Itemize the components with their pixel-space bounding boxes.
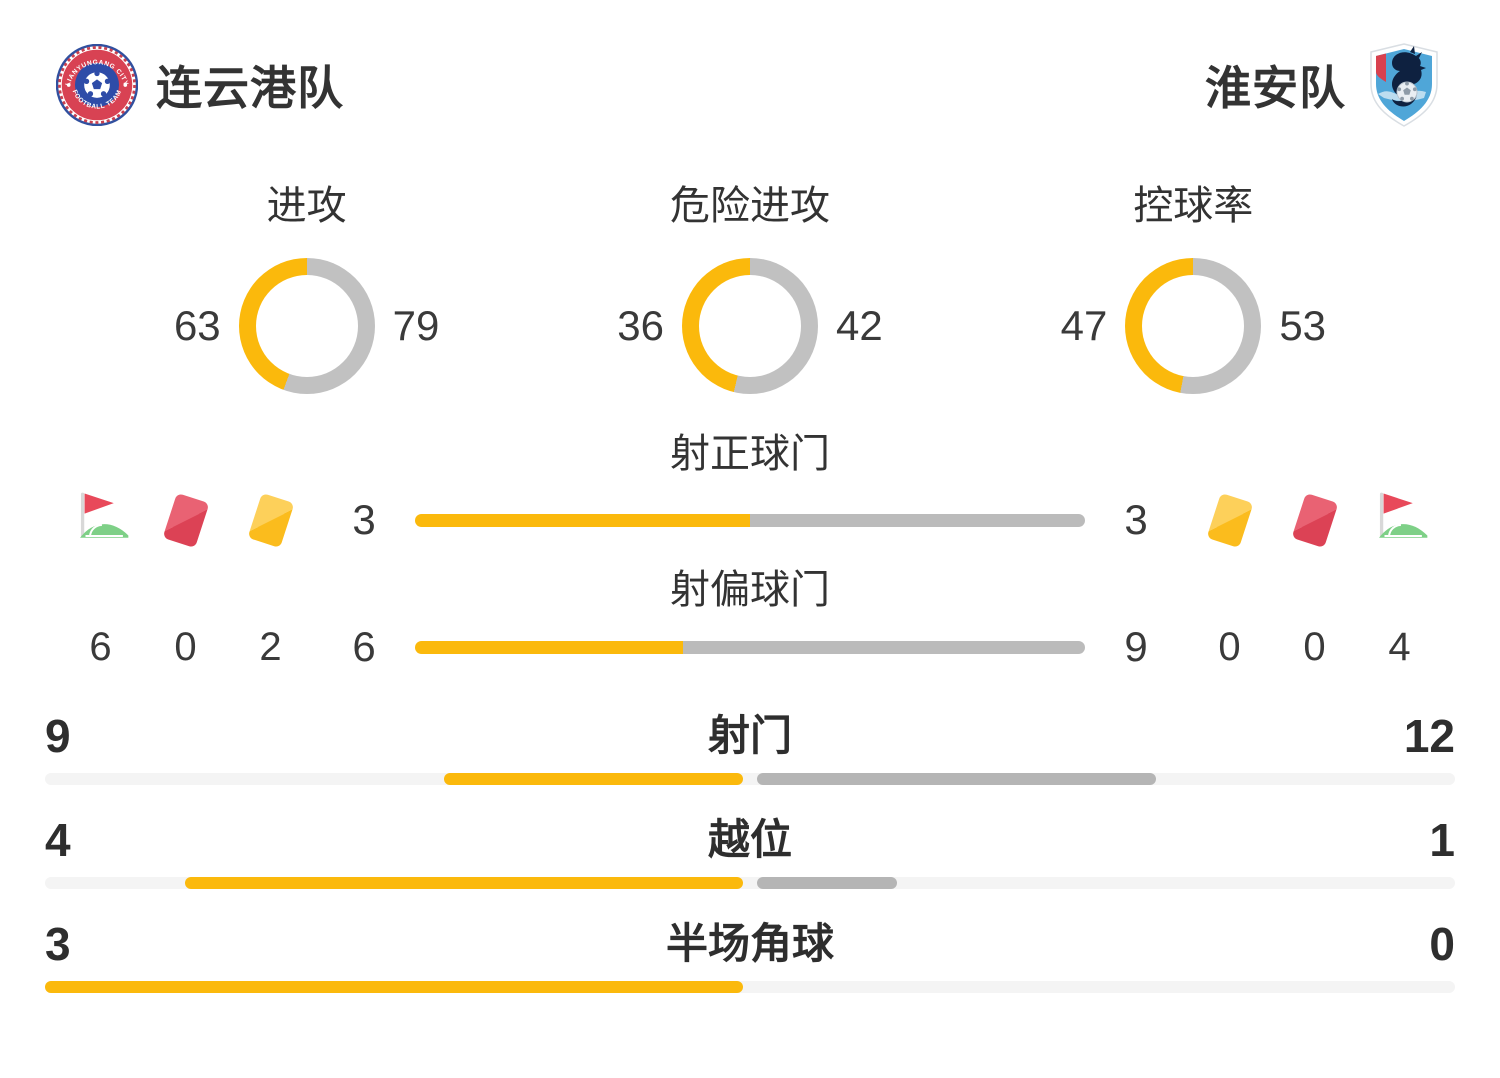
corner-flag-icon (79, 492, 128, 538)
shots-bar (45, 773, 1455, 785)
home-team-name: 连云港队 (156, 62, 344, 114)
donut-attack-ring (238, 258, 375, 394)
home-team-logo: LIANYUNGANG CITY FOOTBALL TEAM (56, 44, 138, 126)
offside-row: 4 越位 1 (45, 814, 1455, 889)
away-yellow-card-count: 0 (1218, 624, 1241, 669)
away-team-name: 淮安队 (1205, 62, 1346, 114)
away-team-logo (1370, 43, 1438, 127)
home-team: LIANYUNGANG CITY FOOTBALL TEAM 连云港队 (56, 44, 344, 126)
shots-on-target-row: 3 3 (0, 482, 1500, 558)
away-red-card-count: 0 (1303, 624, 1326, 669)
donut-possession-away-value: 53 (1279, 302, 1327, 349)
donut-possession-home-value: 47 (1060, 302, 1108, 349)
shots-away-value: 12 (1403, 710, 1455, 762)
donut-possession-title: 控球率 (1133, 184, 1254, 228)
shots-on-target-away-value: 3 (1124, 496, 1148, 543)
shots-row: 9 射门 12 (45, 710, 1455, 785)
home-red-card-count: 0 (174, 624, 197, 669)
full-bars-section: 9 射门 12 4 越位 1 3 半场角球 0 (0, 710, 1500, 993)
away-discipline-counts: 0 0 4 (1187, 618, 1500, 676)
shots-off-target-title: 射偏球门 (670, 568, 830, 612)
away-discipline-icons (1187, 482, 1500, 558)
yellow-card-icon (1206, 492, 1253, 548)
home-yellow-card-count: 2 (259, 624, 282, 669)
home-corner-count: 6 (89, 624, 112, 669)
shots-off-target-away-value: 9 (1124, 623, 1148, 670)
donut-dangerous-attack-away-value: 42 (835, 302, 883, 349)
home-discipline-counts: 6 0 2 (0, 618, 313, 676)
offside-away-value: 1 (1429, 814, 1455, 866)
donut-dangerous-attack-title: 危险进攻 (669, 184, 830, 228)
donut-dangerous-attack-ring (681, 258, 818, 394)
home-discipline-icons (0, 482, 313, 558)
away-corner-count: 4 (1388, 624, 1411, 669)
shots-off-target-bar (415, 640, 1085, 654)
donut-attack-away-value: 79 (392, 302, 440, 349)
yellow-card-icon (247, 492, 294, 548)
shots-off-target-row: 6 0 2 6 9 0 0 4 (0, 618, 1500, 676)
shots-title: 射门 (707, 711, 792, 759)
shots-off-target-home-value: 6 (352, 623, 376, 670)
donut-attack-title: 进攻 (266, 184, 347, 228)
half-corners-title: 半场角球 (665, 919, 834, 967)
offside-title: 越位 (707, 815, 792, 863)
donut-dangerous-attack: 危险进攻 36 42 (528, 182, 971, 394)
shots-on-target-home-value: 3 (352, 496, 376, 543)
shots-on-target-bar (415, 513, 1085, 527)
team-header: LIANYUNGANG CITY FOOTBALL TEAM 连云港队 淮安队 (0, 42, 1500, 128)
red-card-icon (162, 492, 209, 548)
offside-home-value: 4 (45, 814, 71, 866)
donut-possession: 控球率 47 53 (972, 182, 1415, 394)
shots-home-value: 9 (45, 710, 71, 762)
donut-attack: 进攻 63 79 (85, 182, 528, 394)
half-corners-home-value: 3 (45, 918, 71, 970)
red-card-icon (1291, 492, 1338, 548)
donut-attack-home-value: 63 (173, 302, 221, 349)
half-corners-row: 3 半场角球 0 (45, 918, 1455, 993)
offside-bar (45, 877, 1455, 889)
half-corners-bar (45, 981, 1455, 993)
shots-on-target-title: 射正球门 (670, 432, 830, 476)
donut-possession-ring (1125, 258, 1262, 394)
donut-charts-section: 进攻 63 79 危险进攻 36 42 控球率 47 53 (0, 182, 1500, 394)
center-bars-section: 射正球门 3 3 (0, 430, 1500, 676)
corner-flag-icon (1378, 492, 1427, 538)
away-team: 淮安队 (1205, 42, 1444, 128)
donut-dangerous-attack-home-value: 36 (617, 302, 664, 349)
half-corners-away-value: 0 (1429, 918, 1455, 970)
